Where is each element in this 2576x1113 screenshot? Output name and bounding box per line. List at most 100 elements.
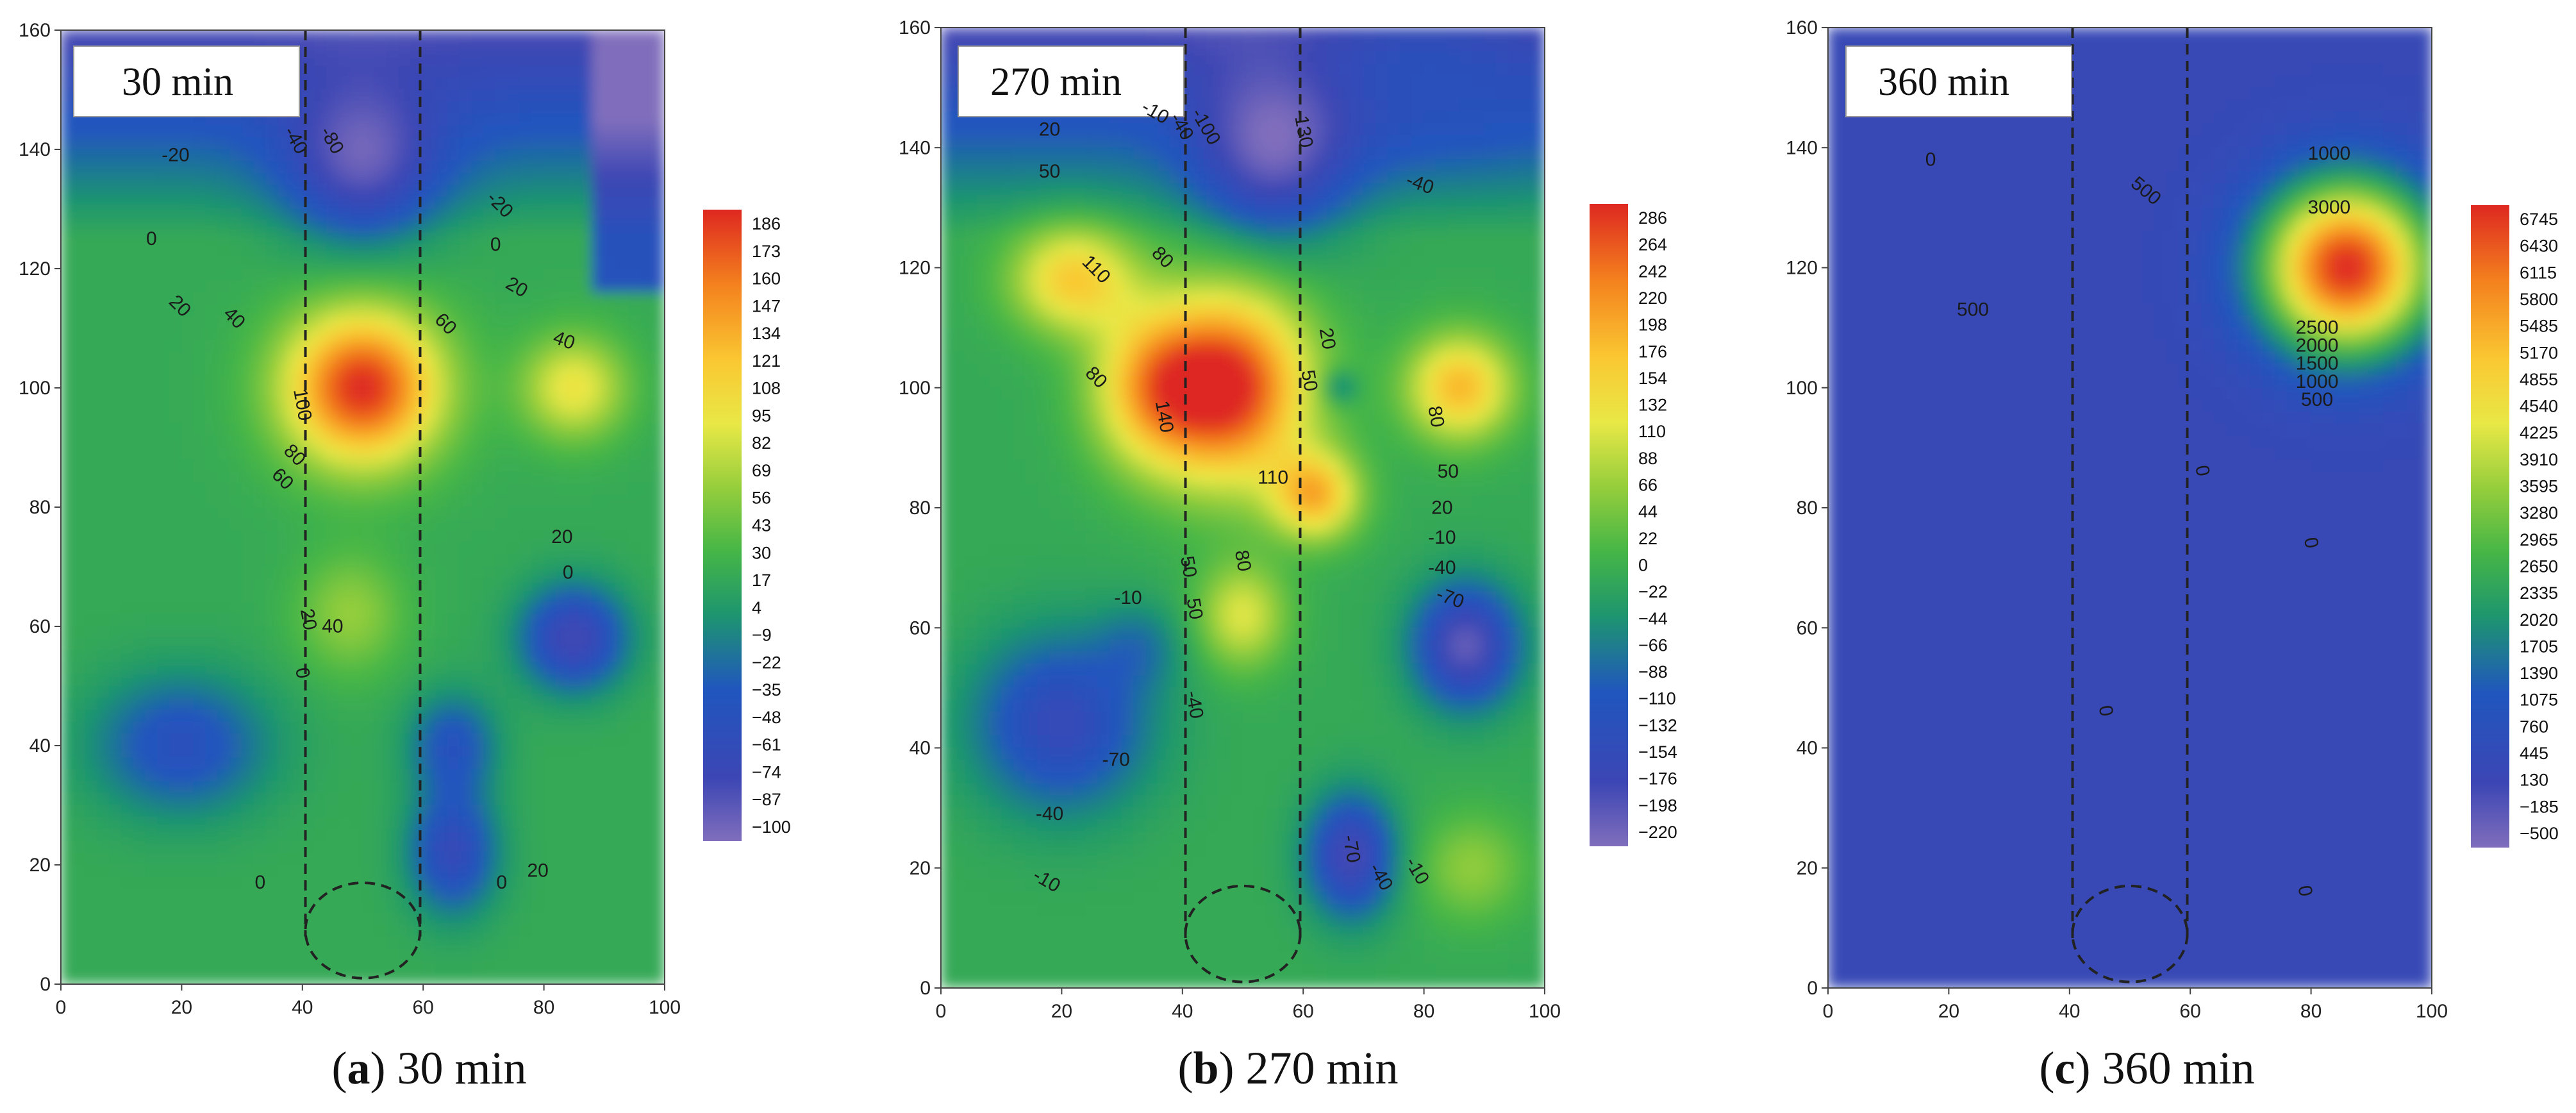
heatmap-cell xyxy=(483,411,496,424)
heatmap-cell xyxy=(965,591,978,605)
heatmap-cell xyxy=(133,459,146,472)
heatmap-cell xyxy=(627,185,641,197)
heatmap-cell xyxy=(977,567,990,580)
heatmap-cell xyxy=(435,137,448,150)
heatmap-cell xyxy=(229,387,243,401)
heatmap-cell xyxy=(531,578,545,591)
heatmap-cell xyxy=(205,530,219,544)
heatmap-cell xyxy=(592,471,605,484)
heatmap-cell xyxy=(579,626,593,639)
heatmap-cell xyxy=(205,721,219,734)
heatmap-cell xyxy=(495,244,508,257)
heatmap-cell xyxy=(579,232,593,246)
heatmap-cell xyxy=(374,304,388,317)
heatmap-cell xyxy=(120,411,134,424)
heatmap-cell xyxy=(85,506,98,520)
heatmap-cell xyxy=(399,280,411,293)
heatmap-cell xyxy=(471,841,484,853)
heatmap-cell xyxy=(217,828,231,842)
heatmap-cell xyxy=(965,339,978,353)
heatmap-cell xyxy=(205,566,219,580)
heatmap-cell xyxy=(120,864,134,878)
heatmap-cell xyxy=(544,662,556,674)
heatmap-cell xyxy=(242,280,254,293)
heatmap-cell xyxy=(157,698,170,710)
heatmap-cell xyxy=(977,603,990,617)
heatmap-cell xyxy=(555,673,569,687)
heatmap-cell xyxy=(567,435,581,448)
heatmap-cell xyxy=(544,435,556,448)
heatmap-cell xyxy=(1001,123,1014,137)
heatmap-cell xyxy=(471,900,484,913)
heatmap-cell xyxy=(350,948,363,961)
heatmap-cell xyxy=(374,137,388,150)
heatmap-cell xyxy=(265,435,279,448)
heatmap-cell xyxy=(108,364,122,376)
heatmap-cell xyxy=(1025,591,1038,605)
heatmap-cell xyxy=(965,219,978,232)
heatmap-cell xyxy=(567,53,581,67)
heatmap-cell xyxy=(229,721,243,734)
heatmap-cell xyxy=(471,852,484,866)
heatmap-cell xyxy=(399,864,411,878)
heatmap-cell xyxy=(290,745,303,758)
heatmap-cell xyxy=(1013,183,1026,196)
heatmap-cell xyxy=(435,828,448,842)
heatmap-cell xyxy=(205,614,219,627)
heatmap-cell xyxy=(422,459,436,472)
heatmap-cell xyxy=(652,30,665,43)
heatmap-cell xyxy=(169,208,182,222)
heatmap-cell xyxy=(205,399,219,412)
heatmap-cell xyxy=(471,673,484,687)
heatmap-cell xyxy=(108,626,122,639)
heatmap-cell xyxy=(133,483,146,496)
heatmap-cell xyxy=(544,602,556,615)
heatmap-cell xyxy=(616,828,629,842)
heatmap-cell xyxy=(253,841,267,853)
heatmap-cell xyxy=(447,101,460,114)
heatmap-cell xyxy=(616,506,629,520)
heatmap-cell xyxy=(519,328,533,341)
heatmap-cell xyxy=(616,53,629,67)
heatmap-cell xyxy=(965,627,978,640)
heatmap-cell xyxy=(604,292,617,305)
heatmap-cell xyxy=(555,244,569,257)
heatmap-cell xyxy=(652,960,665,973)
heatmap-cell xyxy=(627,399,641,412)
heatmap-cell xyxy=(108,125,122,138)
heatmap-cell xyxy=(157,554,170,567)
heatmap-cell xyxy=(120,519,134,531)
heatmap-cell xyxy=(531,876,545,889)
heatmap-cell xyxy=(544,530,556,544)
heatmap-cell xyxy=(193,519,206,531)
heatmap-cell xyxy=(422,900,436,913)
heatmap-cell xyxy=(459,161,472,174)
heatmap-cell xyxy=(459,876,472,889)
heatmap-cell xyxy=(229,232,243,246)
heatmap-cell xyxy=(616,65,629,78)
heatmap-cell xyxy=(120,30,134,43)
heatmap-cell xyxy=(410,423,424,436)
heatmap-cell xyxy=(531,232,545,246)
heatmap-cell xyxy=(519,828,533,842)
heatmap-cell xyxy=(988,651,1002,664)
heatmap-cell xyxy=(193,149,206,162)
heatmap-cell xyxy=(422,638,436,651)
heatmap-cell xyxy=(145,673,158,687)
heatmap-cell xyxy=(374,888,388,901)
heatmap-cell xyxy=(1013,951,1026,965)
heatmap-cell xyxy=(326,876,339,889)
heatmap-cell xyxy=(302,841,315,853)
heatmap-cell xyxy=(193,554,206,567)
heatmap-cell xyxy=(229,137,243,150)
heatmap-cell xyxy=(399,638,411,651)
heatmap-cell xyxy=(290,960,303,973)
heatmap-cell xyxy=(579,757,593,770)
heatmap-cell xyxy=(362,196,376,210)
heatmap-cell xyxy=(965,495,978,508)
heatmap-cell xyxy=(145,792,158,806)
heatmap-cell xyxy=(652,971,665,984)
heatmap-cell xyxy=(567,42,581,54)
heatmap-cell xyxy=(447,411,460,424)
heatmap-cell xyxy=(157,590,170,603)
